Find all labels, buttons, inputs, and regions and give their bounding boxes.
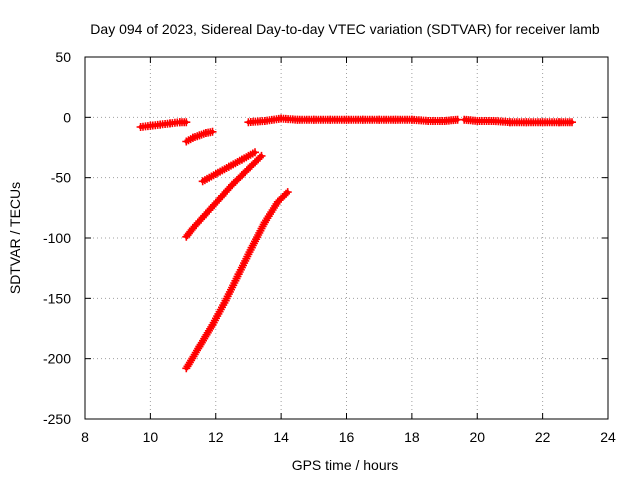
data-point — [568, 118, 576, 127]
x-tick-label: 8 — [81, 429, 89, 445]
series-arc-2 — [182, 127, 217, 146]
series-arc-4 — [182, 151, 266, 241]
series-arc-5 — [182, 188, 292, 373]
data-point — [208, 127, 217, 136]
y-tick-label: -50 — [51, 170, 71, 186]
data-point — [257, 151, 266, 160]
data-points — [136, 114, 576, 373]
data-point — [182, 118, 191, 127]
series-arc-7 — [460, 115, 576, 127]
y-tick-label: -250 — [43, 411, 71, 427]
x-tick-label: 18 — [404, 429, 420, 445]
data-point — [282, 189, 290, 198]
y-tick-label: -100 — [43, 230, 71, 246]
x-tick-label: 16 — [339, 429, 355, 445]
x-tick-label: 12 — [208, 429, 224, 445]
x-tick-label: 22 — [535, 429, 551, 445]
x-tick-label: 14 — [273, 429, 289, 445]
y-axis-label: SDTVAR / TECUs — [7, 182, 23, 294]
series-arc-1 — [136, 118, 191, 131]
x-axis-label: GPS time / hours — [292, 457, 399, 473]
y-tick-label: 0 — [63, 109, 71, 125]
data-point — [255, 153, 264, 162]
x-tick-label: 20 — [469, 429, 485, 445]
x-tick-label: 10 — [143, 429, 159, 445]
data-point — [251, 148, 259, 157]
y-tick-label: 50 — [55, 49, 71, 65]
axis-ticks — [84, 56, 609, 420]
y-tick-label: -200 — [43, 351, 71, 367]
chart-title: Day 094 of 2023, Sidereal Day-to-day VTE… — [90, 21, 600, 37]
y-tick-label: -150 — [43, 290, 71, 306]
x-tick-labels: 8 10 12 14 16 18 20 22 24 — [81, 429, 616, 445]
series-arc-3 — [198, 148, 259, 186]
x-tick-label: 24 — [600, 429, 616, 445]
data-point — [283, 188, 292, 197]
series-arc-6 — [244, 114, 462, 127]
y-tick-labels: -250 -200 -150 -100 -50 0 50 — [43, 49, 71, 427]
